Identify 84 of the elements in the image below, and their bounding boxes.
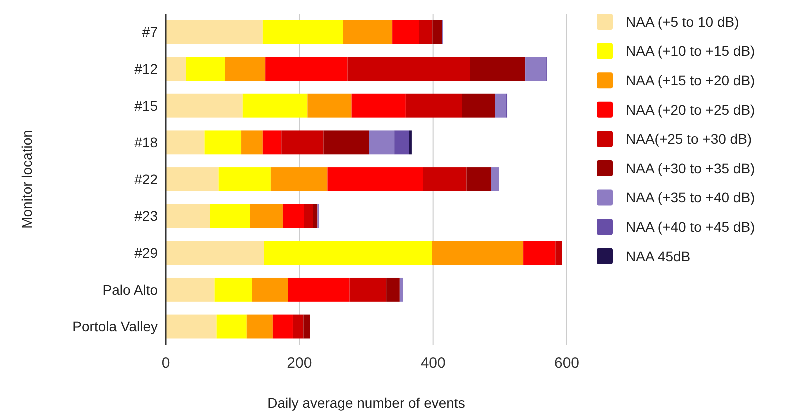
bar (262, 20, 344, 44)
bar (308, 94, 352, 118)
legend-label: NAA(+25 to +30 dB) (626, 131, 752, 148)
bar (524, 241, 556, 266)
bar (246, 314, 273, 339)
bar (392, 20, 420, 44)
legend-label: NAA (+10 to +15 dB) (626, 43, 756, 60)
bar (282, 204, 304, 228)
bar (292, 314, 304, 339)
legend-label: NAA (+15 to +20 dB) (626, 72, 756, 88)
legend-label: NAA (+5 to 10 dB) (626, 14, 740, 30)
x-tick-label: 400 (420, 355, 446, 372)
y-tick-label: #22 (134, 171, 158, 188)
legend-label: NAA (+40 to +45 dB) (626, 219, 756, 235)
bar (262, 130, 282, 155)
bar (400, 278, 404, 302)
bar (216, 314, 247, 339)
bar (270, 168, 328, 192)
bar (225, 57, 266, 82)
legend-label: NAA (+30 to +35 dB) (626, 160, 756, 176)
bar (466, 168, 492, 192)
bar (350, 278, 387, 302)
bar (470, 57, 526, 82)
bar (409, 130, 412, 155)
y-tick-label: Portola Valley (72, 318, 158, 335)
legend-label: NAA 45dB (626, 248, 691, 264)
x-tick-label: 200 (287, 355, 312, 372)
bar (264, 241, 432, 266)
x-tick-label: 600 (554, 355, 580, 372)
bar (432, 20, 442, 44)
bar (423, 168, 467, 192)
legend-label: NAA (+35 to +40 dB) (626, 190, 756, 206)
bar (348, 57, 470, 82)
bar (386, 278, 400, 302)
bar (462, 94, 496, 118)
y-tick-label: #29 (134, 245, 158, 262)
bar (186, 57, 226, 82)
bar (419, 20, 433, 44)
y-tick-label: #12 (134, 60, 158, 77)
bar (352, 94, 406, 118)
bar (343, 20, 393, 44)
bar (166, 278, 215, 302)
bar (242, 130, 263, 155)
y-tick-label: #15 (134, 98, 158, 114)
bar (556, 241, 562, 266)
bar (394, 130, 410, 155)
bar (491, 168, 500, 192)
y-tick-label: #18 (134, 134, 158, 151)
bar (495, 94, 506, 118)
bar (166, 314, 217, 339)
bar (266, 57, 348, 82)
bar (313, 204, 318, 228)
bar (406, 94, 462, 118)
y-tick-label: #7 (142, 24, 158, 40)
bar (218, 168, 271, 192)
bar (242, 94, 308, 118)
bar (324, 130, 370, 155)
bar (166, 94, 243, 118)
bar (166, 168, 219, 192)
bar (272, 314, 293, 339)
y-axis-title: Monitor location (19, 130, 35, 229)
bar (166, 130, 205, 155)
bar (369, 130, 395, 155)
bar (328, 168, 424, 192)
bar (304, 204, 314, 228)
y-tick-label: Palo Alto (102, 282, 158, 298)
bar (166, 204, 210, 228)
bar (432, 241, 524, 266)
bar (166, 20, 263, 44)
bar (214, 278, 252, 302)
bar (204, 130, 242, 155)
bar (166, 57, 186, 82)
bar (288, 278, 350, 302)
bar (166, 241, 264, 266)
bar (210, 204, 250, 228)
bar (526, 57, 546, 82)
bar (304, 314, 310, 339)
bar (250, 204, 283, 228)
x-tick-label: 0 (162, 355, 170, 372)
legend-label: NAA (+20 to +25 dB) (626, 102, 756, 118)
x-axis-title: Daily average number of events (268, 395, 466, 411)
y-tick-label: #23 (134, 208, 158, 224)
bar (252, 278, 288, 302)
bar (282, 130, 324, 155)
